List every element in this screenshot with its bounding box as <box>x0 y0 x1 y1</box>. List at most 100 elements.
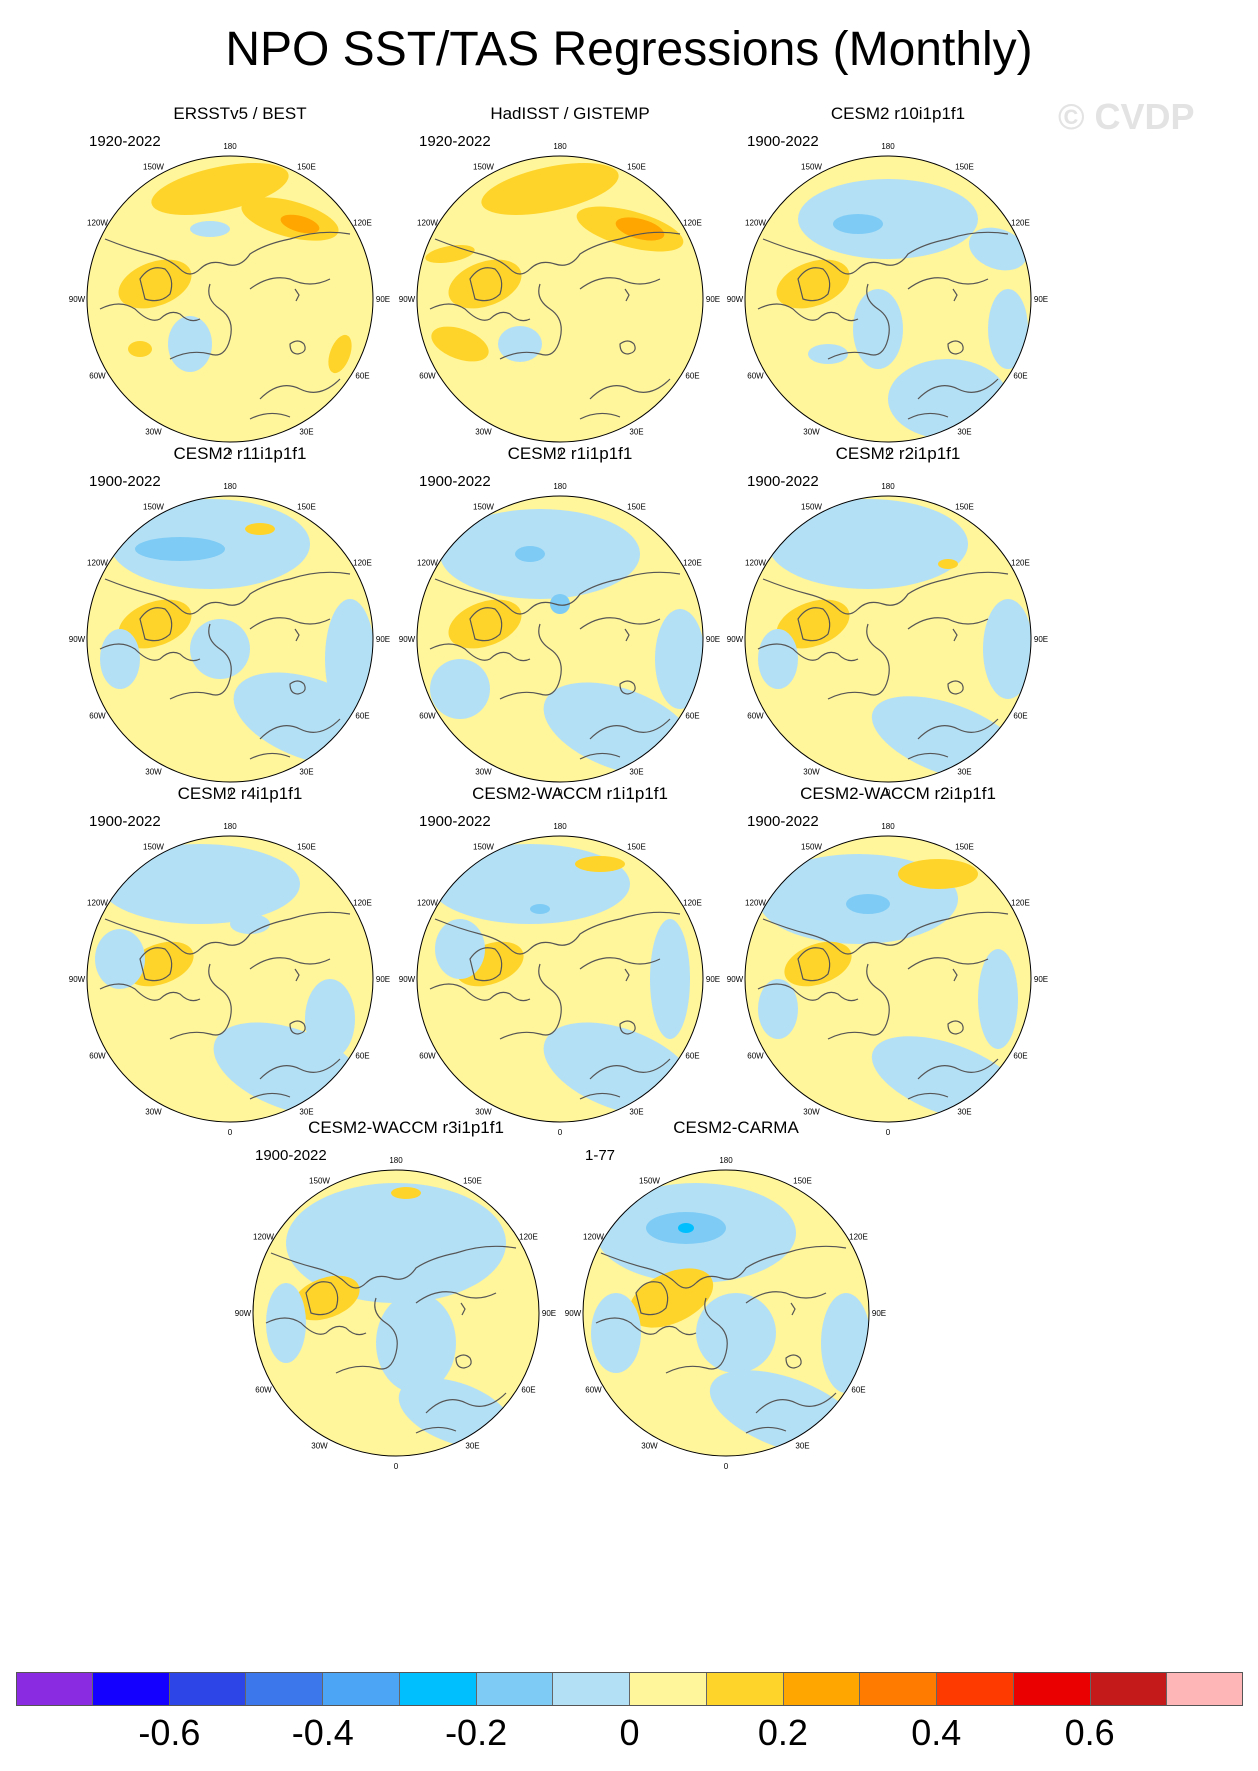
coastline <box>139 267 173 302</box>
anomaly-patch <box>696 1293 776 1373</box>
coastline <box>907 957 989 970</box>
longitude-label: 90W <box>69 295 86 304</box>
longitude-label: 90E <box>1034 975 1048 984</box>
coastline <box>335 1297 398 1374</box>
longitude-label: 30W <box>145 1108 162 1117</box>
longitude-label: 120W <box>417 899 438 908</box>
longitude-label: 60W <box>747 1052 764 1061</box>
anomaly-patch <box>100 844 300 924</box>
longitude-label: 90W <box>727 635 744 644</box>
coastline <box>907 617 989 630</box>
anomaly-patch <box>678 1223 694 1233</box>
colorbar-swatch <box>937 1672 1014 1706</box>
longitude-label: 180 <box>223 822 237 831</box>
coastline <box>952 968 958 982</box>
colorbar-swatch <box>16 1672 93 1706</box>
coastline <box>907 412 949 420</box>
longitude-label: 150E <box>627 163 646 172</box>
cvdp-watermark: © CVDP <box>1058 96 1195 137</box>
map-panel: 180 150E 120E 90E 60E 30E 0 30W 60W 90W 120W 150W CE… <box>390 444 750 824</box>
coastline <box>619 680 636 695</box>
longitude-label: 0 <box>886 1128 891 1137</box>
longitude-label: 60E <box>851 1386 865 1395</box>
longitude-label: 150W <box>473 503 494 512</box>
panel-title: CESM2 r4i1p1f1 <box>177 784 303 803</box>
longitude-label: 120E <box>353 219 372 228</box>
panel-years: 1900-2022 <box>747 473 819 490</box>
longitude-label: 150W <box>801 503 822 512</box>
longitude-label: 150E <box>955 163 974 172</box>
coastline <box>827 963 890 1040</box>
coastline <box>469 947 503 982</box>
longitude-label: 30E <box>299 1108 313 1117</box>
anomaly-patch <box>430 659 490 719</box>
longitude-label: 180 <box>881 822 895 831</box>
colorbar-tick-label: 0 <box>619 1712 640 1753</box>
coastline <box>265 1317 367 1336</box>
anomaly-patch <box>853 289 903 369</box>
panel-title: CESM2 r10i1p1f1 <box>830 104 966 123</box>
longitude-label: 30W <box>475 1108 492 1117</box>
coastline <box>917 378 999 400</box>
longitude-label: 60W <box>89 712 106 721</box>
coastline <box>579 752 621 760</box>
anomaly-patch <box>628 1268 714 1328</box>
longitude-label: 0 <box>724 1462 729 1471</box>
coastline <box>169 623 232 700</box>
coastline <box>827 283 890 360</box>
longitude-label: 90W <box>69 635 86 644</box>
longitude-label: 90W <box>727 295 744 304</box>
colorbar-tick-label: 0.6 <box>1064 1712 1115 1753</box>
coastline <box>624 628 630 642</box>
anomaly-patch <box>776 599 850 649</box>
anomaly-patch <box>768 499 968 589</box>
longitude-label: 150E <box>297 503 316 512</box>
coastline <box>745 1291 827 1304</box>
polar-map: 180 150E 120E 90E 60E 30E 0 30W 60W 90W 120W 150W <box>565 1156 886 1471</box>
longitude-label: 0 <box>228 1128 233 1137</box>
colorbar-swatch <box>1167 1672 1243 1706</box>
coastline <box>305 1281 339 1316</box>
longitude-label: 90W <box>69 975 86 984</box>
anomaly-patch <box>292 1275 360 1321</box>
longitude-label: 60W <box>89 372 106 381</box>
map-panel: 180 150E 120E 90E 60E 30E 0 30W 60W 90W 120W 150W ER… <box>60 104 420 484</box>
colorbar-swatch <box>706 1672 784 1706</box>
longitude-label: 90E <box>542 1309 556 1318</box>
panel-title: CESM2 r1i1p1f1 <box>507 444 633 463</box>
longitude-label: 150W <box>639 1177 660 1186</box>
longitude-label: 90E <box>1034 635 1048 644</box>
longitude-label: 60E <box>1013 1052 1027 1061</box>
polar-map: 180 150E 120E 90E 60E 30E 0 30W 60W 90W 120W 150W <box>399 142 720 457</box>
longitude-label: 0 <box>558 788 563 797</box>
coastline <box>139 947 173 982</box>
anomaly-patch <box>168 316 212 372</box>
longitude-label: 90E <box>376 295 390 304</box>
anomaly-patch <box>431 326 489 362</box>
longitude-label: 90E <box>376 635 390 644</box>
coastline <box>600 1245 847 1289</box>
coastline <box>579 617 661 630</box>
longitude-label: 60E <box>1013 712 1027 721</box>
longitude-label: 30E <box>299 768 313 777</box>
longitude-label: 0 <box>886 788 891 797</box>
longitude-label: 90W <box>399 975 416 984</box>
polar-map: 180 150E 120E 90E 60E 30E 0 30W 60W 90W 120W 150W <box>69 482 390 797</box>
map-panel: 180 150E 120E 90E 60E 30E 0 30W 60W 90W 120W 150W CE… <box>718 444 1078 824</box>
panel-title: CESM2-CARMA <box>673 1118 799 1137</box>
coastline <box>249 957 331 970</box>
longitude-label: 150E <box>793 1177 812 1186</box>
coastline <box>104 911 351 955</box>
anomaly-patch <box>798 179 978 259</box>
coastline <box>259 378 341 400</box>
coastline <box>429 303 531 322</box>
longitude-label: 60W <box>419 712 436 721</box>
panel-title: CESM2-WACCM r2i1p1f1 <box>800 784 996 803</box>
colorbar-swatch <box>476 1672 554 1706</box>
coastline <box>434 571 681 615</box>
coastline <box>249 277 331 290</box>
panel-years: 1920-2022 <box>419 133 491 150</box>
panel-title: CESM2 r2i1p1f1 <box>835 444 961 463</box>
longitude-label: 30E <box>629 428 643 437</box>
map-border <box>744 495 1032 783</box>
